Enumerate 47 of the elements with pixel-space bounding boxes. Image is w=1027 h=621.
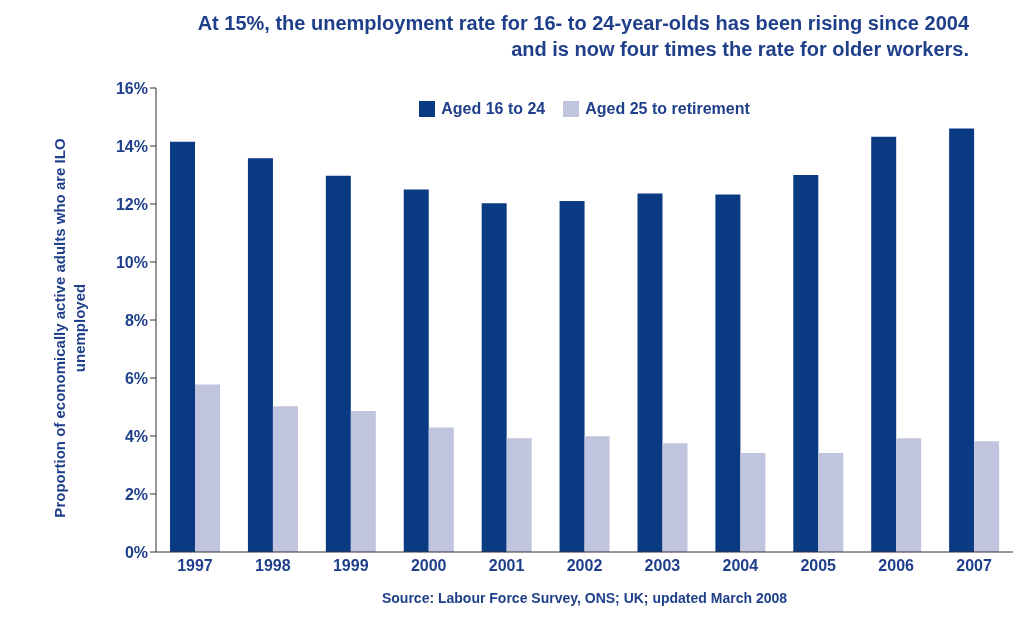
bar [350, 411, 376, 552]
bar [170, 141, 196, 552]
x-tick-label: 2005 [800, 557, 837, 575]
x-tick-label: 2001 [488, 557, 525, 575]
chart-title: At 15%, the unemployment rate for 16- to 24-year-olds has been rising since 2004 and is now four times the rate for older workers. [196, 11, 969, 62]
bar [481, 203, 507, 552]
bar [974, 441, 1000, 552]
bar [403, 189, 429, 552]
x-tick-label: 2006 [878, 557, 915, 575]
y-tick-label: 12% [115, 195, 148, 213]
bar [584, 436, 610, 552]
bar [793, 175, 819, 552]
x-tick-label: 2004 [722, 557, 759, 575]
x-tick-label: 2003 [644, 557, 681, 575]
y-tick-label: 8% [124, 311, 148, 329]
bar [818, 453, 844, 552]
source-note: Source: Labour Force Survey, ONS; UK; updated March 2008 [380, 590, 789, 606]
bar [506, 438, 532, 552]
bar [272, 406, 298, 552]
x-tick-label: 2000 [410, 557, 447, 575]
bar [896, 438, 922, 552]
y-tick-label: 14% [115, 137, 148, 155]
y-tick-label: 10% [115, 253, 148, 271]
y-tick-label: 6% [124, 369, 148, 387]
x-tick-label: 2007 [956, 557, 992, 575]
legend-label: Aged 25 to retirement [584, 100, 750, 118]
bar [247, 158, 273, 552]
legend-label: Aged 16 to 24 [440, 100, 546, 118]
bar [740, 453, 766, 552]
bar [715, 194, 741, 552]
bar [871, 136, 897, 552]
bar [949, 128, 975, 552]
bar [637, 193, 663, 552]
y-tick-label: 0% [124, 543, 148, 561]
x-tick-label: 2002 [566, 557, 603, 575]
x-tick-label: 1997 [177, 557, 213, 575]
y-axis-title: Proportion of economically active adults who are ILO unemployed [50, 137, 89, 520]
bar [428, 427, 454, 552]
y-tick-label: 2% [124, 485, 148, 503]
bar [662, 443, 688, 552]
bar [195, 384, 221, 552]
x-tick-label: 1998 [255, 557, 291, 575]
bar [559, 201, 585, 552]
y-tick-label: 4% [124, 427, 148, 445]
y-tick-label: 16% [115, 79, 148, 97]
bar [325, 175, 351, 552]
x-tick-label: 1999 [332, 557, 369, 575]
